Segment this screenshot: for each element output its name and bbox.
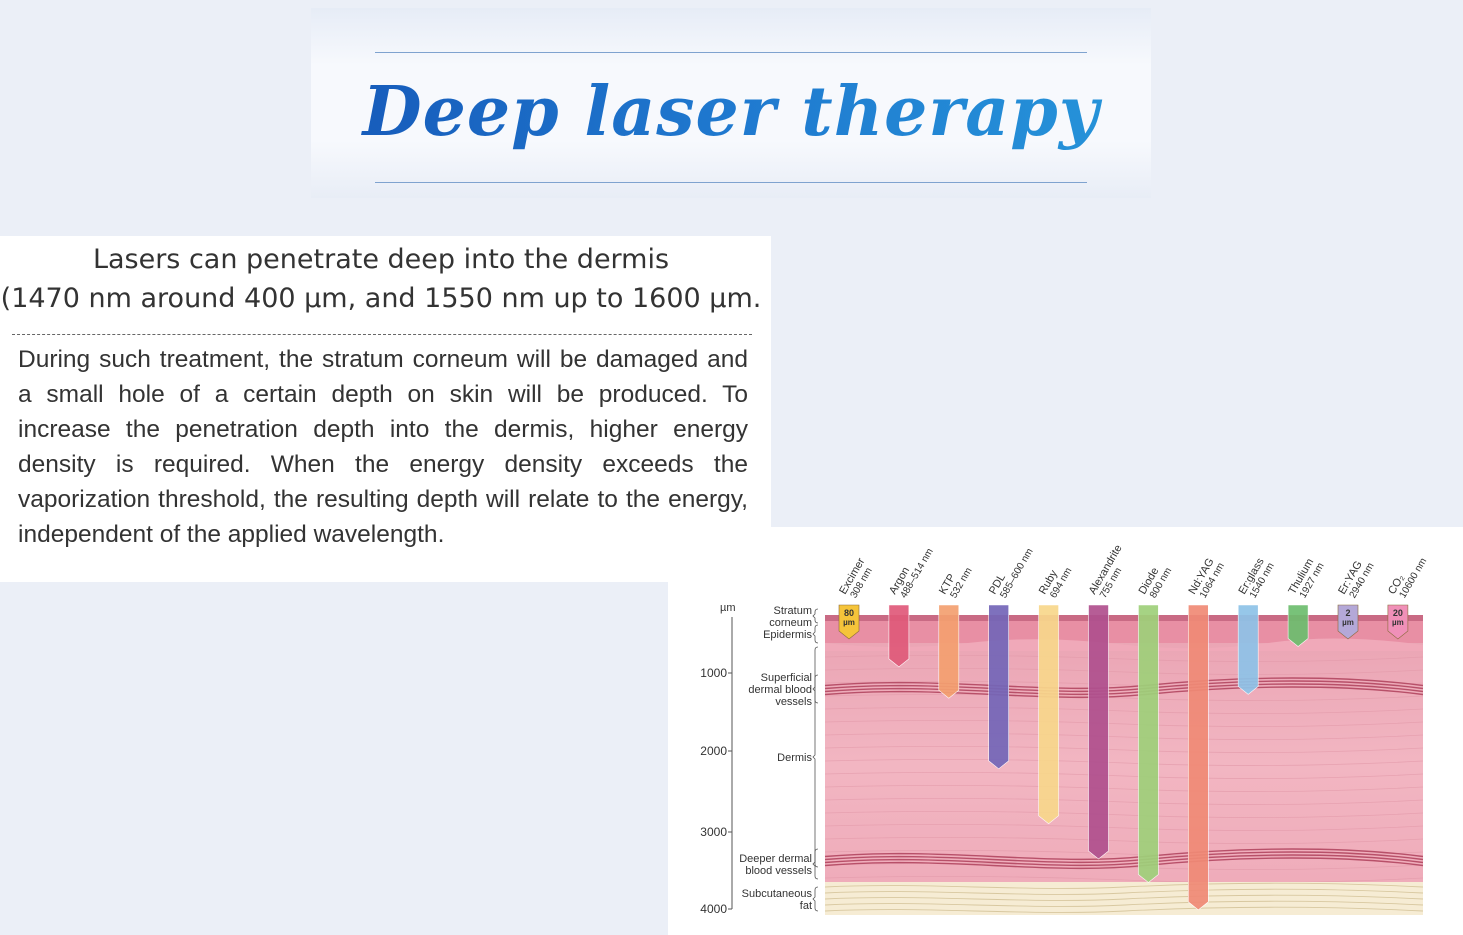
subcutaneous-fat-label: fat bbox=[800, 900, 812, 912]
laser-bar-diode bbox=[1138, 604, 1159, 883]
dermis-texture-line bbox=[824, 824, 1424, 831]
dermis-texture-line bbox=[824, 733, 1424, 740]
depth-tick-label: 3000 bbox=[700, 825, 727, 839]
dermis-texture-line bbox=[824, 668, 1424, 675]
laser-bar-nd-yag bbox=[1188, 604, 1209, 911]
subcutaneous-fat-band bbox=[825, 882, 1423, 915]
dermis-texture-line bbox=[824, 707, 1424, 714]
subcutaneous-fat-bracket bbox=[812, 886, 819, 912]
title-banner: Deep laser therapy bbox=[311, 8, 1151, 198]
laser-bar-er-glass bbox=[1237, 604, 1259, 695]
laser-bar-alexandrite bbox=[1088, 604, 1109, 860]
banner-top-rule bbox=[375, 52, 1087, 53]
laser-badge-unit-er-yag: µm bbox=[1342, 618, 1354, 627]
laser-bar-ruby bbox=[1038, 604, 1059, 825]
depth-tick-label: 4000 bbox=[700, 902, 727, 916]
laser-bar-pdl bbox=[988, 604, 1009, 770]
dermis-texture-line bbox=[824, 811, 1424, 818]
fat-texture-line bbox=[824, 888, 1424, 895]
dermis-texture-line bbox=[824, 681, 1424, 688]
laser-badge-co- bbox=[1387, 604, 1409, 640]
laser-bar-ktp bbox=[938, 604, 960, 699]
stratum-corneum-label: corneum bbox=[769, 617, 812, 629]
dermis-texture-line bbox=[824, 694, 1424, 701]
epidermis-label: Epidermis bbox=[763, 629, 812, 641]
dermis-texture-line bbox=[824, 876, 1424, 883]
dermis-texture-line bbox=[824, 759, 1424, 766]
dermis-texture-line bbox=[824, 746, 1424, 753]
laser-badge-unit-excimer: µm bbox=[843, 618, 855, 627]
epidermis-wave bbox=[825, 638, 1423, 651]
laser-badge-value-excimer: 80 bbox=[844, 608, 854, 618]
banner-bottom-rule bbox=[375, 182, 1087, 183]
dermis-bracket bbox=[812, 646, 819, 868]
dermis-region bbox=[825, 615, 1423, 915]
dermis-texture-line bbox=[824, 720, 1424, 727]
fat-texture-line bbox=[824, 894, 1424, 901]
depth-unit-label: µm bbox=[720, 602, 736, 614]
dermis-texture-line bbox=[824, 798, 1424, 805]
fat-texture-line bbox=[824, 882, 1424, 889]
laser-badge-value-er-yag: 2 bbox=[1345, 608, 1350, 618]
diagram-svg: µm 1000 2000 3000 4000 StratumcorneumEpiderm… bbox=[700, 543, 1429, 916]
stratum-corneum-bracket bbox=[812, 608, 819, 624]
headline-line-2: (1470 nm around 400 µm, and 1550 nm up t… bbox=[0, 283, 762, 314]
dermis-texture-line bbox=[824, 655, 1424, 662]
subcutaneous-fat-label: Subcutaneous bbox=[742, 888, 813, 900]
superficial-vessels-label: Superficial bbox=[761, 672, 812, 684]
epidermis-bracket bbox=[812, 624, 819, 644]
dermis-label: Dermis bbox=[777, 752, 812, 764]
fat-texture-line bbox=[824, 906, 1424, 913]
laser-bar-argon bbox=[888, 604, 910, 668]
banner-title: Deep laser therapy bbox=[311, 72, 1151, 152]
laser-badge-excimer bbox=[838, 604, 860, 640]
superficial-vessels-label: dermal blood bbox=[748, 684, 812, 696]
deeper-vessels-label: blood vessels bbox=[745, 865, 812, 877]
epidermis-band bbox=[825, 621, 1423, 643]
laser-badge-unit-co-: µm bbox=[1392, 618, 1404, 627]
superficial-vessels-label: vessels bbox=[775, 696, 812, 708]
dashed-divider bbox=[12, 334, 752, 335]
stratum-corneum-label: Stratum bbox=[773, 605, 812, 617]
depth-tick-label: 2000 bbox=[700, 744, 727, 758]
headline-line-1: Lasers can penetrate deep into the dermi… bbox=[92, 244, 670, 275]
dermis-texture-line bbox=[824, 837, 1424, 844]
dermis-texture-line bbox=[824, 785, 1424, 792]
dermis-texture-line bbox=[824, 772, 1424, 779]
deeper-vessels-bracket bbox=[812, 848, 819, 880]
fat-texture-line bbox=[824, 900, 1424, 907]
superficial-vessels-bracket bbox=[812, 674, 819, 704]
laser-badge-er-yag bbox=[1337, 604, 1359, 640]
laser-wavelength-pdl: 585–600 nm bbox=[998, 547, 1035, 601]
headline: Lasers can penetrate deep into the dermi… bbox=[0, 240, 762, 318]
text-panel: Lasers can penetrate deep into the dermi… bbox=[0, 236, 771, 582]
laser-penetration-diagram: µm 1000 2000 3000 4000 Stratum corneum Epiderm… bbox=[668, 527, 1463, 935]
laser-badge-value-co-: 20 bbox=[1393, 608, 1403, 618]
stratum-corneum-band bbox=[825, 615, 1423, 621]
depth-tick-label: 1000 bbox=[700, 666, 727, 680]
laser-bar-thulium bbox=[1287, 604, 1309, 647]
deeper-vessels-label: Deeper dermal bbox=[739, 853, 812, 865]
body-paragraph: During such treatment, the stratum corne… bbox=[18, 346, 748, 548]
